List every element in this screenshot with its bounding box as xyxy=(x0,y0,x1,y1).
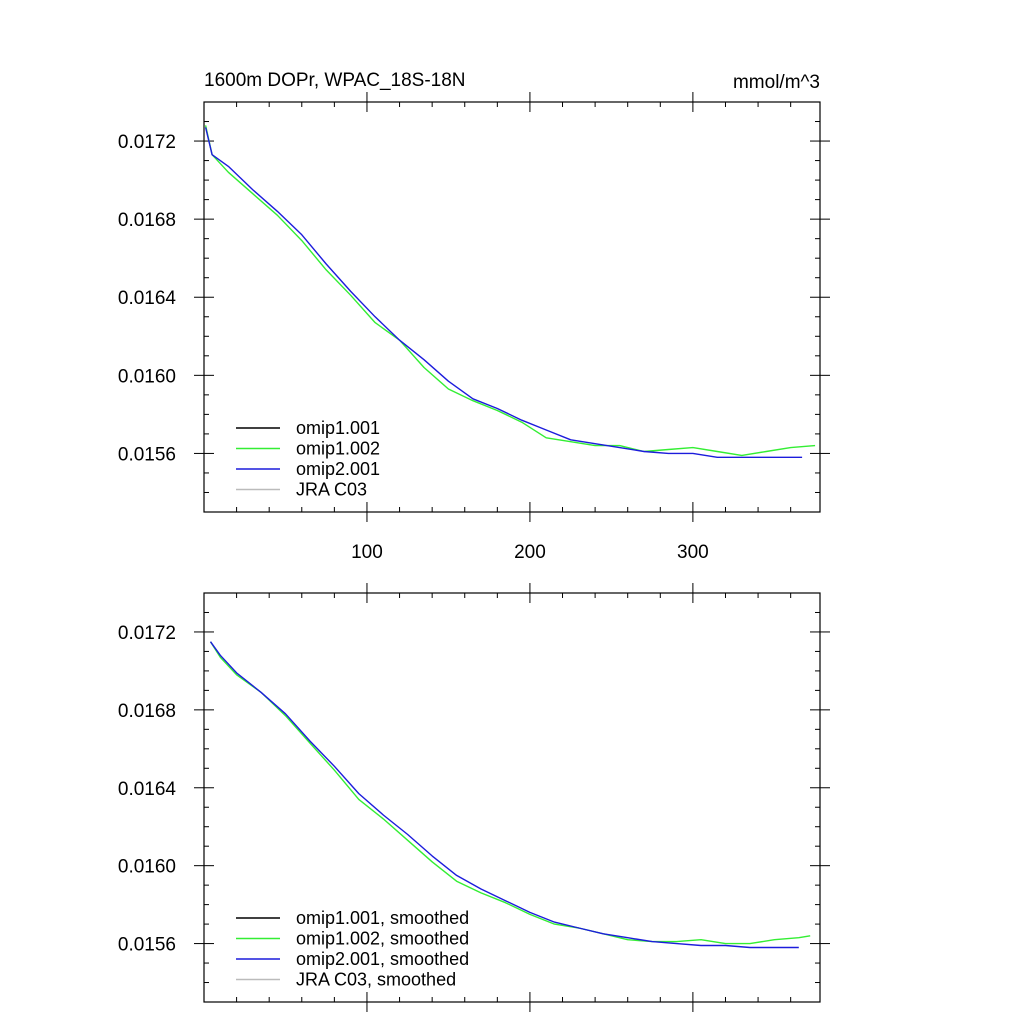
x-tick-label: 300 xyxy=(677,542,709,563)
x-tick-label: 100 xyxy=(351,542,383,563)
units-label: mmol/m^3 xyxy=(733,72,820,93)
y-tick-label: 0.0160 xyxy=(118,366,176,387)
y-tick-label: 0.0172 xyxy=(118,623,176,644)
series-line-omip2-001-smoothed xyxy=(209,641,799,949)
legend-label: omip1.002, smoothed xyxy=(296,929,469,949)
series-line-omip1-002-smoothed xyxy=(209,641,811,945)
legend-label: omip2.001, smoothed xyxy=(296,949,469,969)
y-tick-label: 0.0168 xyxy=(118,701,176,722)
legend-label: omip1.002 xyxy=(296,439,380,459)
plot-frame xyxy=(203,592,821,1003)
series-line-omip1-002 xyxy=(204,125,816,457)
chart-title: 1600m DOPr, WPAC_18S-18N xyxy=(204,70,466,91)
x-tick-label: 200 xyxy=(514,542,546,563)
y-tick-label: 0.0168 xyxy=(118,210,176,231)
y-tick-label: 0.0164 xyxy=(118,288,177,309)
plot-frame xyxy=(203,101,821,513)
y-tick-label: 0.0160 xyxy=(118,857,176,878)
legend-label: omip1.001, smoothed xyxy=(296,908,469,928)
series-line-omip2-001 xyxy=(204,127,803,458)
legend-label: omip2.001 xyxy=(296,459,380,479)
bottom-panel: 0.0156 0.0160 0.0164 0.0168 0.0172 omip1.001,… xyxy=(118,583,830,1012)
legend-label: JRA C03 xyxy=(296,480,367,500)
legend-label: JRA C03, smoothed xyxy=(296,970,456,990)
y-tick-label: 0.0164 xyxy=(118,779,177,800)
legend-label: omip1.001 xyxy=(296,418,380,438)
y-tick-label: 0.0172 xyxy=(118,132,176,153)
top-panel: 1600m DOPr, WPAC_18S-18N mmol/m^3 100 200 30… xyxy=(118,70,830,563)
y-tick-label: 0.0156 xyxy=(118,935,176,956)
y-tick-label: 0.0156 xyxy=(118,444,176,465)
